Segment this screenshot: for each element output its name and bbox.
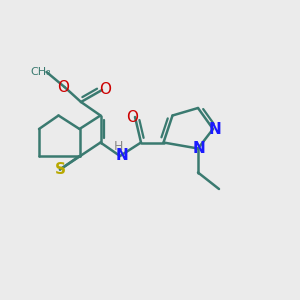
Text: CH₃: CH₃ [31, 67, 52, 77]
Text: O: O [57, 80, 69, 94]
Text: H: H [114, 140, 123, 153]
Text: O: O [99, 82, 111, 98]
Text: N: N [209, 122, 222, 136]
Text: O: O [126, 110, 138, 124]
Text: N: N [116, 148, 129, 164]
Text: N: N [193, 141, 206, 156]
Text: S: S [55, 162, 65, 177]
